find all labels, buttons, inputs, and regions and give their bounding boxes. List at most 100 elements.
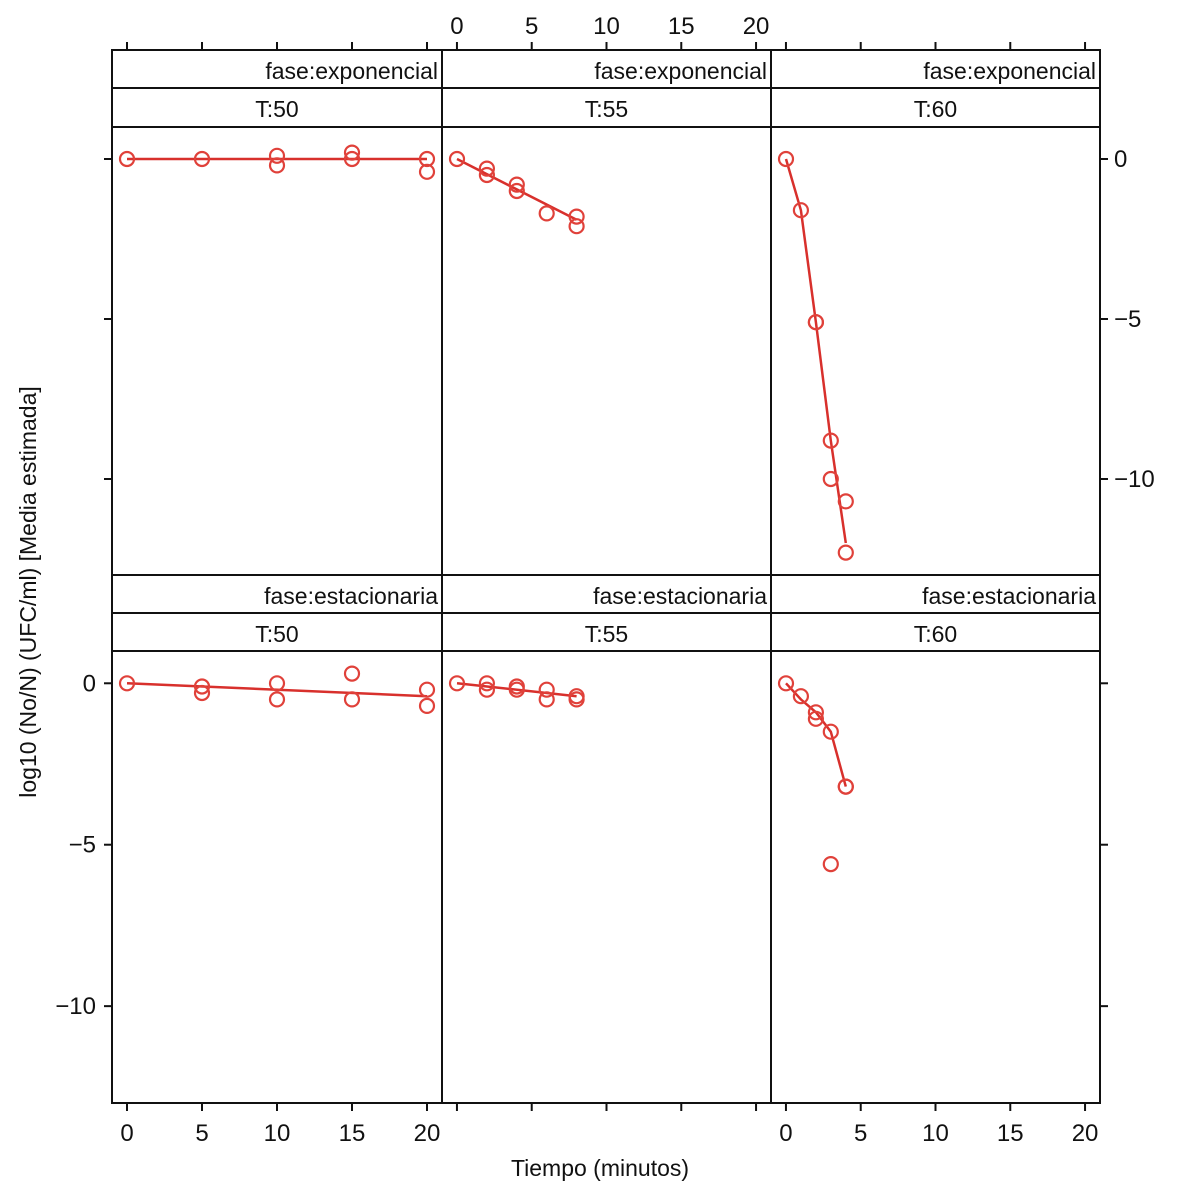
data-point [508,681,525,698]
data-point [448,675,466,692]
data-point [538,691,555,708]
strip-fase-label: fase:estacionaria [264,583,438,609]
strip-temp-label: T:60 [914,621,957,647]
data-point [418,163,436,180]
strip-fase [111,49,443,89]
data-point [478,160,495,177]
x-axis-title: Tiempo (minutos) [511,1155,689,1181]
x-tick-label-top: 15 [668,13,695,40]
data-point [478,681,495,698]
x-tick-label: 10 [922,1120,949,1147]
x-tick-label: 15 [339,1120,366,1147]
strip-temp [770,87,1101,128]
strip-fase-label: fase:exponencial [923,58,1096,84]
data-point [777,150,795,168]
data-point [837,778,854,795]
data-point [822,723,839,740]
data-point [418,150,436,168]
data-point [418,697,436,715]
data-point [193,150,211,168]
plot-frame [111,126,443,576]
data-point [538,205,555,222]
data-point [807,314,825,331]
data-point [268,675,286,692]
x-tick-label: 20 [1072,1120,1099,1147]
data-point [268,157,286,174]
strip-temp-label: T:60 [914,96,957,122]
plot-frame [111,650,443,1104]
strip-fase-label: fase:exponencial [265,58,438,84]
data-point [508,678,525,695]
y-tick-label-left: −5 [69,832,96,859]
data-point [568,208,585,225]
strip-fase-label: fase:estacionaria [922,583,1096,609]
data-point [777,675,795,692]
y-tick-label-right: 0 [1114,146,1127,173]
panel-5: fase:estacionaria T:55 [441,574,772,1104]
data-point [792,688,810,705]
strip-temp-label: T:55 [585,96,628,122]
fit-line [784,158,848,544]
x-tick-label-top: 5 [525,13,538,40]
data-point [448,150,466,168]
data-point [193,678,211,695]
strip-temp-label: T:55 [585,621,628,647]
panel-6: fase:estacionaria T:60 [770,574,1101,1104]
data-point [118,150,136,168]
x-tick-label: 5 [854,1120,867,1147]
data-point [343,150,361,168]
data-point [478,166,495,184]
x-tick-label: 0 [779,1120,792,1147]
data-point [568,691,585,708]
data-point [118,675,136,692]
data-point [478,675,495,692]
data-point [508,176,525,193]
data-point [792,202,810,219]
data-point [837,544,854,561]
y-tick-label-left: 0 [83,670,96,697]
panel-4: fase:estacionaria T:50 [111,574,443,1104]
strip-temp [111,612,443,652]
data-point [343,144,361,161]
panel-2: fase:exponencial T:55 [441,49,772,576]
strip-temp [441,612,772,652]
y-tick-label-right: −5 [1114,306,1141,333]
data-point [268,691,286,708]
x-tick-label: 5 [195,1120,208,1147]
strip-temp-label: T:50 [255,621,298,647]
x-tick-label: 15 [997,1120,1024,1147]
plot-frame [441,126,772,576]
data-point [268,147,286,164]
strip-fase-label: fase:estacionaria [593,583,767,609]
panel-3: fase:exponencial T:60 [770,49,1101,576]
strip-fase-label: fase:exponencial [594,58,767,84]
strip-fase [111,574,443,614]
y-tick-label-right: −10 [1114,466,1155,493]
strip-fase [441,574,772,614]
data-point [508,182,525,200]
axes: 0 5 10 15 20 0 5 10 15 20 0 5 10 15 20 0 −5 −10 0 −5 −10 [55,13,1154,1147]
data-point [807,704,825,721]
x-tick-label-top: 10 [593,13,620,40]
strip-temp-label: T:50 [255,96,298,122]
fit-line [456,157,578,221]
data-point [837,493,854,510]
panel-1: fase:exponencial T:50 [111,49,443,576]
data-point [538,681,555,698]
y-axis-title: log10 (No/N) (UFC/ml) [Media estimada] [15,386,41,798]
x-tick-label: 10 [264,1120,291,1147]
data-point [822,855,839,873]
data-point [418,681,436,698]
fit-line [456,682,577,698]
x-tick-label-top: 20 [743,13,770,40]
data-point [568,218,585,235]
data-point [343,665,361,682]
data-point [343,691,361,708]
data-point [807,710,825,727]
data-point [822,470,839,488]
panel-grid: fase:exponencial T:50 fase:exponencial T:55… [111,49,1101,1104]
data-point [822,432,839,449]
x-tick-label-top: 0 [450,13,463,40]
y-tick-label-left: −10 [55,993,96,1020]
